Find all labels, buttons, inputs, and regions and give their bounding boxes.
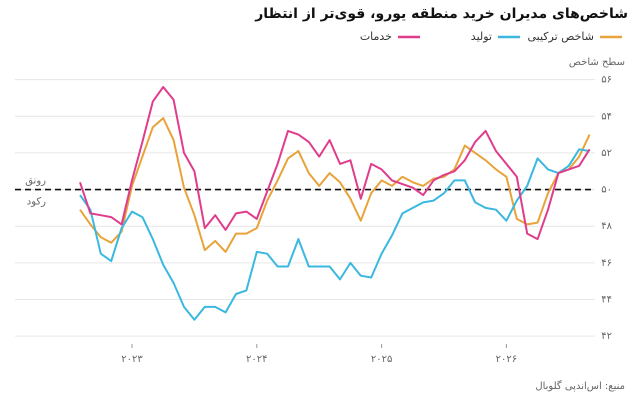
- y-tick-label: ۵۴: [601, 111, 612, 122]
- annotation: رکود: [27, 197, 46, 208]
- chart-title: شاخص‌های مدیران خرید منطقه یورو، قوی‌تر …: [254, 6, 628, 22]
- legend-label: شاخص ترکیبی: [527, 30, 594, 43]
- y-tick-label: ۵۶: [601, 75, 612, 86]
- legend-label: تولید: [471, 30, 492, 43]
- source: منبع: اس‌اندپی گلوبال: [535, 380, 625, 392]
- annotation: رونق: [25, 176, 46, 187]
- y-tick-label: ۵۰: [601, 185, 612, 196]
- y-tick-label: ۴۲: [601, 331, 612, 342]
- legend-label: خدمات: [360, 30, 392, 43]
- y-axis-label: سطح شاخص: [569, 57, 625, 68]
- x-tick-label: ۲۰۲۵: [371, 354, 392, 365]
- y-tick-label: ۴۴: [601, 295, 612, 306]
- x-tick-label: ۲۰۲۴: [246, 354, 267, 365]
- x-tick-label: ۲۰۲۶: [496, 354, 517, 365]
- series-line: [79, 117, 591, 253]
- y-tick-label: ۵۲: [601, 148, 612, 159]
- y-tick-label: ۴۶: [601, 258, 612, 269]
- y-tick-label: ۴۸: [601, 221, 612, 232]
- x-tick-label: ۲۰۲۳: [121, 354, 143, 365]
- series-line: [79, 86, 591, 241]
- series-line: [79, 148, 590, 321]
